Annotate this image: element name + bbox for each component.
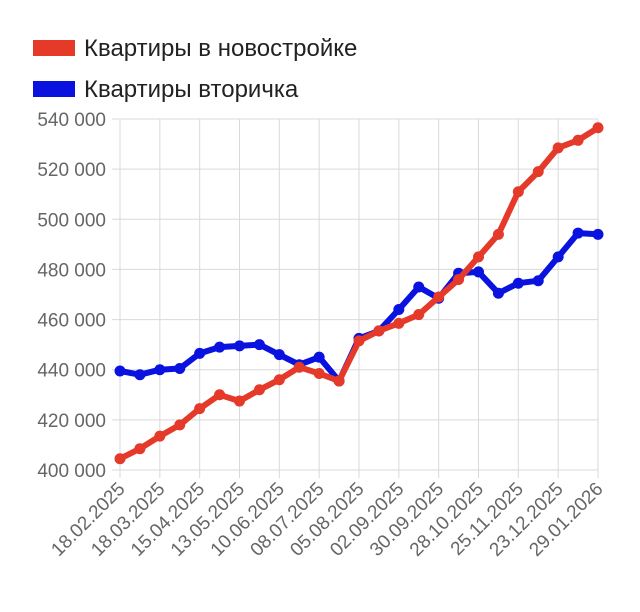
- y-tick-label: 540 000: [37, 110, 106, 131]
- data-point[interactable]: [174, 362, 186, 374]
- data-point[interactable]: [453, 273, 465, 285]
- data-point[interactable]: [393, 317, 405, 329]
- y-tick-label: 460 000: [37, 311, 106, 332]
- data-point[interactable]: [592, 122, 604, 134]
- y-tick-label: 420 000: [37, 411, 106, 432]
- legend-item-secondary[interactable]: Квартиры вторичка: [33, 76, 299, 103]
- data-point[interactable]: [572, 134, 584, 146]
- y-tick-label: 440 000: [37, 361, 106, 382]
- data-point[interactable]: [592, 228, 604, 240]
- data-point[interactable]: [353, 335, 365, 347]
- data-point[interactable]: [154, 364, 166, 376]
- x-axis: 18.02.202518.03.202515.04.202513.05.2025…: [47, 479, 607, 561]
- legend-label-new-buildings: Квартиры в новостройке: [84, 35, 357, 62]
- data-point[interactable]: [194, 403, 206, 415]
- data-point[interactable]: [492, 228, 504, 240]
- plot-series: [114, 122, 604, 465]
- data-point[interactable]: [373, 325, 385, 337]
- legend-item-new-buildings[interactable]: Квартиры в новостройке: [33, 35, 357, 62]
- grid: [112, 118, 599, 478]
- data-point[interactable]: [214, 341, 226, 353]
- data-point[interactable]: [134, 369, 146, 381]
- data-point[interactable]: [234, 395, 245, 407]
- series-0: [114, 122, 604, 465]
- data-point[interactable]: [114, 453, 126, 465]
- data-point[interactable]: [413, 281, 425, 293]
- data-point[interactable]: [313, 351, 325, 363]
- data-point[interactable]: [552, 251, 564, 263]
- y-axis: 400 000 420 000 440 000 460 000 480 000 500 0…: [37, 110, 106, 482]
- data-point[interactable]: [174, 419, 186, 431]
- data-point[interactable]: [234, 340, 245, 352]
- data-point[interactable]: [393, 304, 405, 316]
- data-point[interactable]: [433, 291, 445, 303]
- data-point[interactable]: [114, 365, 126, 377]
- legend[interactable]: Квартиры в новостройке Квартиры вторичка: [33, 35, 357, 103]
- data-point[interactable]: [194, 347, 206, 359]
- data-point[interactable]: [253, 384, 265, 396]
- legend-swatch-secondary: [33, 81, 75, 97]
- data-point[interactable]: [134, 443, 146, 455]
- data-point[interactable]: [154, 430, 166, 442]
- y-tick-label: 500 000: [37, 210, 106, 231]
- data-point[interactable]: [532, 275, 544, 287]
- data-point[interactable]: [214, 389, 226, 401]
- data-point[interactable]: [512, 277, 524, 289]
- data-point[interactable]: [473, 251, 484, 263]
- legend-label-secondary: Квартиры вторичка: [84, 76, 299, 103]
- data-point[interactable]: [273, 349, 285, 361]
- data-point[interactable]: [273, 374, 285, 386]
- data-point[interactable]: [532, 166, 544, 178]
- data-point[interactable]: [313, 367, 325, 379]
- data-point[interactable]: [572, 227, 584, 239]
- data-point[interactable]: [552, 142, 564, 154]
- data-point[interactable]: [413, 309, 425, 321]
- data-point[interactable]: [253, 339, 265, 351]
- legend-swatch-new-buildings: [33, 40, 75, 56]
- y-tick-label: 400 000: [37, 461, 106, 482]
- data-point[interactable]: [512, 186, 524, 198]
- data-point[interactable]: [492, 287, 504, 299]
- data-point[interactable]: [333, 375, 345, 387]
- y-tick-label: 480 000: [37, 260, 106, 281]
- data-point[interactable]: [293, 361, 305, 373]
- y-tick-label: 520 000: [37, 160, 106, 181]
- data-point[interactable]: [473, 266, 484, 278]
